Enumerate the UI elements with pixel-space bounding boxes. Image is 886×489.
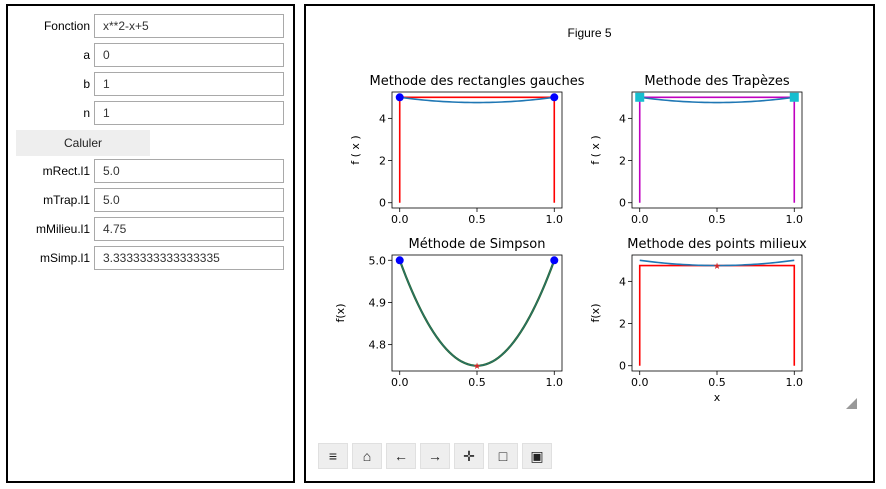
save-icon[interactable]: ▣ [522,443,552,469]
figure-panel: Figure 5 Methode des rectangles gauches 0… [304,4,875,483]
approximation-shape [398,96,556,203]
y-tick-label: 4 [619,275,626,288]
resize-grip-icon[interactable] [846,398,857,409]
figure-canvas[interactable]: Methode des rectangles gauches 0.0 0.5 1.0 0… [306,6,873,436]
b-label: b [83,77,90,91]
y-axis-label: f ( x ) [589,135,602,164]
approximation-shape [638,96,796,203]
n-row: n 1 [8,101,288,125]
x-tick-label: 1.0 [546,213,564,226]
mtrap-row: mTrap.l1 5.0 [8,188,288,212]
x-tick-label: 0.5 [468,213,486,226]
y-tick-label: 4.8 [369,339,387,352]
x-tick-label: 1.0 [786,376,804,389]
x-tick-label: 0.5 [468,376,486,389]
x-tick-label: 0.5 [708,376,726,389]
msimp-label: mSimp.l1 [39,251,90,265]
axes-frame [631,91,803,209]
midpoint-star-marker: ★ [713,262,721,272]
y-tick-label: 5.0 [369,254,387,267]
subplot-1: Methode des rectangles gauches 0.0 0.5 1.0 0… [349,74,585,226]
function-curve [399,260,555,367]
data-point-marker [635,92,645,102]
y-axis-label: f(x) [334,304,347,323]
mtrap-output[interactable]: 5.0 [94,188,284,212]
figure-title: Figure 5 [567,26,612,40]
subplot-title: Methode des rectangles gauches [370,74,585,89]
y-tick-label: 4.9 [369,296,387,309]
y-axis-label: f(x) [589,304,602,323]
y-tick-label: 0 [619,197,626,210]
subplot-title: Methode des points milieux [627,237,807,252]
msimp-row: mSimp.l1 3.3333333333333335 [8,246,288,270]
function-curve [399,96,555,104]
forward-arrow-icon[interactable]: → [420,443,450,469]
x-tick-label: 1.0 [786,213,804,226]
a-input[interactable]: 0 [94,43,284,67]
mmilieu-label: mMilieu.l1 [35,222,90,236]
x-tick-label: 1.0 [546,376,564,389]
fonction-input[interactable]: x**2-x+5 [94,14,284,38]
x-tick-label: 0.0 [631,213,649,226]
menu-icon[interactable]: ≡ [318,443,348,469]
mrect-output[interactable]: 5.0 [94,159,284,183]
data-point-marker [550,256,559,265]
x-tick-label: 0.5 [708,213,726,226]
x-axis-label: x [714,391,721,404]
a-label: a [83,48,90,62]
n-input[interactable]: 1 [94,101,284,125]
y-tick-label: 2 [619,318,626,331]
home-icon[interactable]: ⌂ [352,443,382,469]
plot-area [398,96,556,203]
pan-move-icon[interactable]: ✛ [454,443,484,469]
mrect-label: mRect.l1 [42,164,90,178]
back-arrow-icon[interactable]: ← [386,443,416,469]
axes-frame [391,91,563,209]
mtrap-label: mTrap.l1 [43,193,90,207]
subplot-3: Méthode de Simpson 0.0 0.5 1.0 4.8 4.9 5.0 f(x)… [334,237,563,389]
x-tick-label: 0.0 [631,376,649,389]
y-tick-label: 2 [379,155,386,168]
b-input[interactable]: 1 [94,72,284,96]
subplot-title: Methode des Trapèzes [644,74,789,89]
function-curve [639,259,795,267]
y-tick-label: 0 [379,197,386,210]
y-tick-label: 2 [619,155,626,168]
mrect-row: mRect.l1 5.0 [8,159,288,183]
y-tick-label: 4 [379,112,386,125]
midpoint-star-marker: ★ [473,362,481,372]
subplot-title: Méthode de Simpson [408,237,545,252]
n-label: n [83,106,90,120]
y-tick-label: 0 [619,360,626,373]
plot-area [638,259,796,366]
msimp-output[interactable]: 3.3333333333333335 [94,246,284,270]
data-point-marker [395,93,404,102]
data-point-marker [789,92,799,102]
y-tick-label: 4 [619,112,626,125]
approximation-shape [638,264,796,366]
x-tick-label: 0.0 [391,376,409,389]
a-row: a 0 [8,43,288,67]
subplot-2: Methode des Trapèzes 0.0 0.5 1.0 0 2 4 f ( x ) [589,74,803,226]
zoom-rect-icon[interactable]: □ [488,443,518,469]
simpson-parabola [398,259,556,367]
mmilieu-output[interactable]: 4.75 [94,217,284,241]
calculate-button[interactable]: Caluler [16,130,150,156]
fonction-row: Fonction x**2-x+5 [8,14,288,38]
parameters-panel: Fonction x**2-x+5 a 0 b 1 n 1 Caluler mR… [6,4,295,483]
function-curve [639,96,795,104]
axes-frame [631,254,803,372]
plot-area [638,96,796,203]
plot-area [398,259,556,367]
data-point-marker [550,93,559,102]
subplot-4: Methode des points milieux 0.0 0.5 1.0 0 2 4 f(… [589,237,807,404]
data-point-marker [395,256,404,265]
axes-frame [391,254,563,372]
x-tick-label: 0.0 [391,213,409,226]
fonction-label: Fonction [43,19,90,33]
b-row: b 1 [8,72,288,96]
mmilieu-row: mMilieu.l1 4.75 [8,217,288,241]
y-axis-label: f ( x ) [349,135,362,164]
